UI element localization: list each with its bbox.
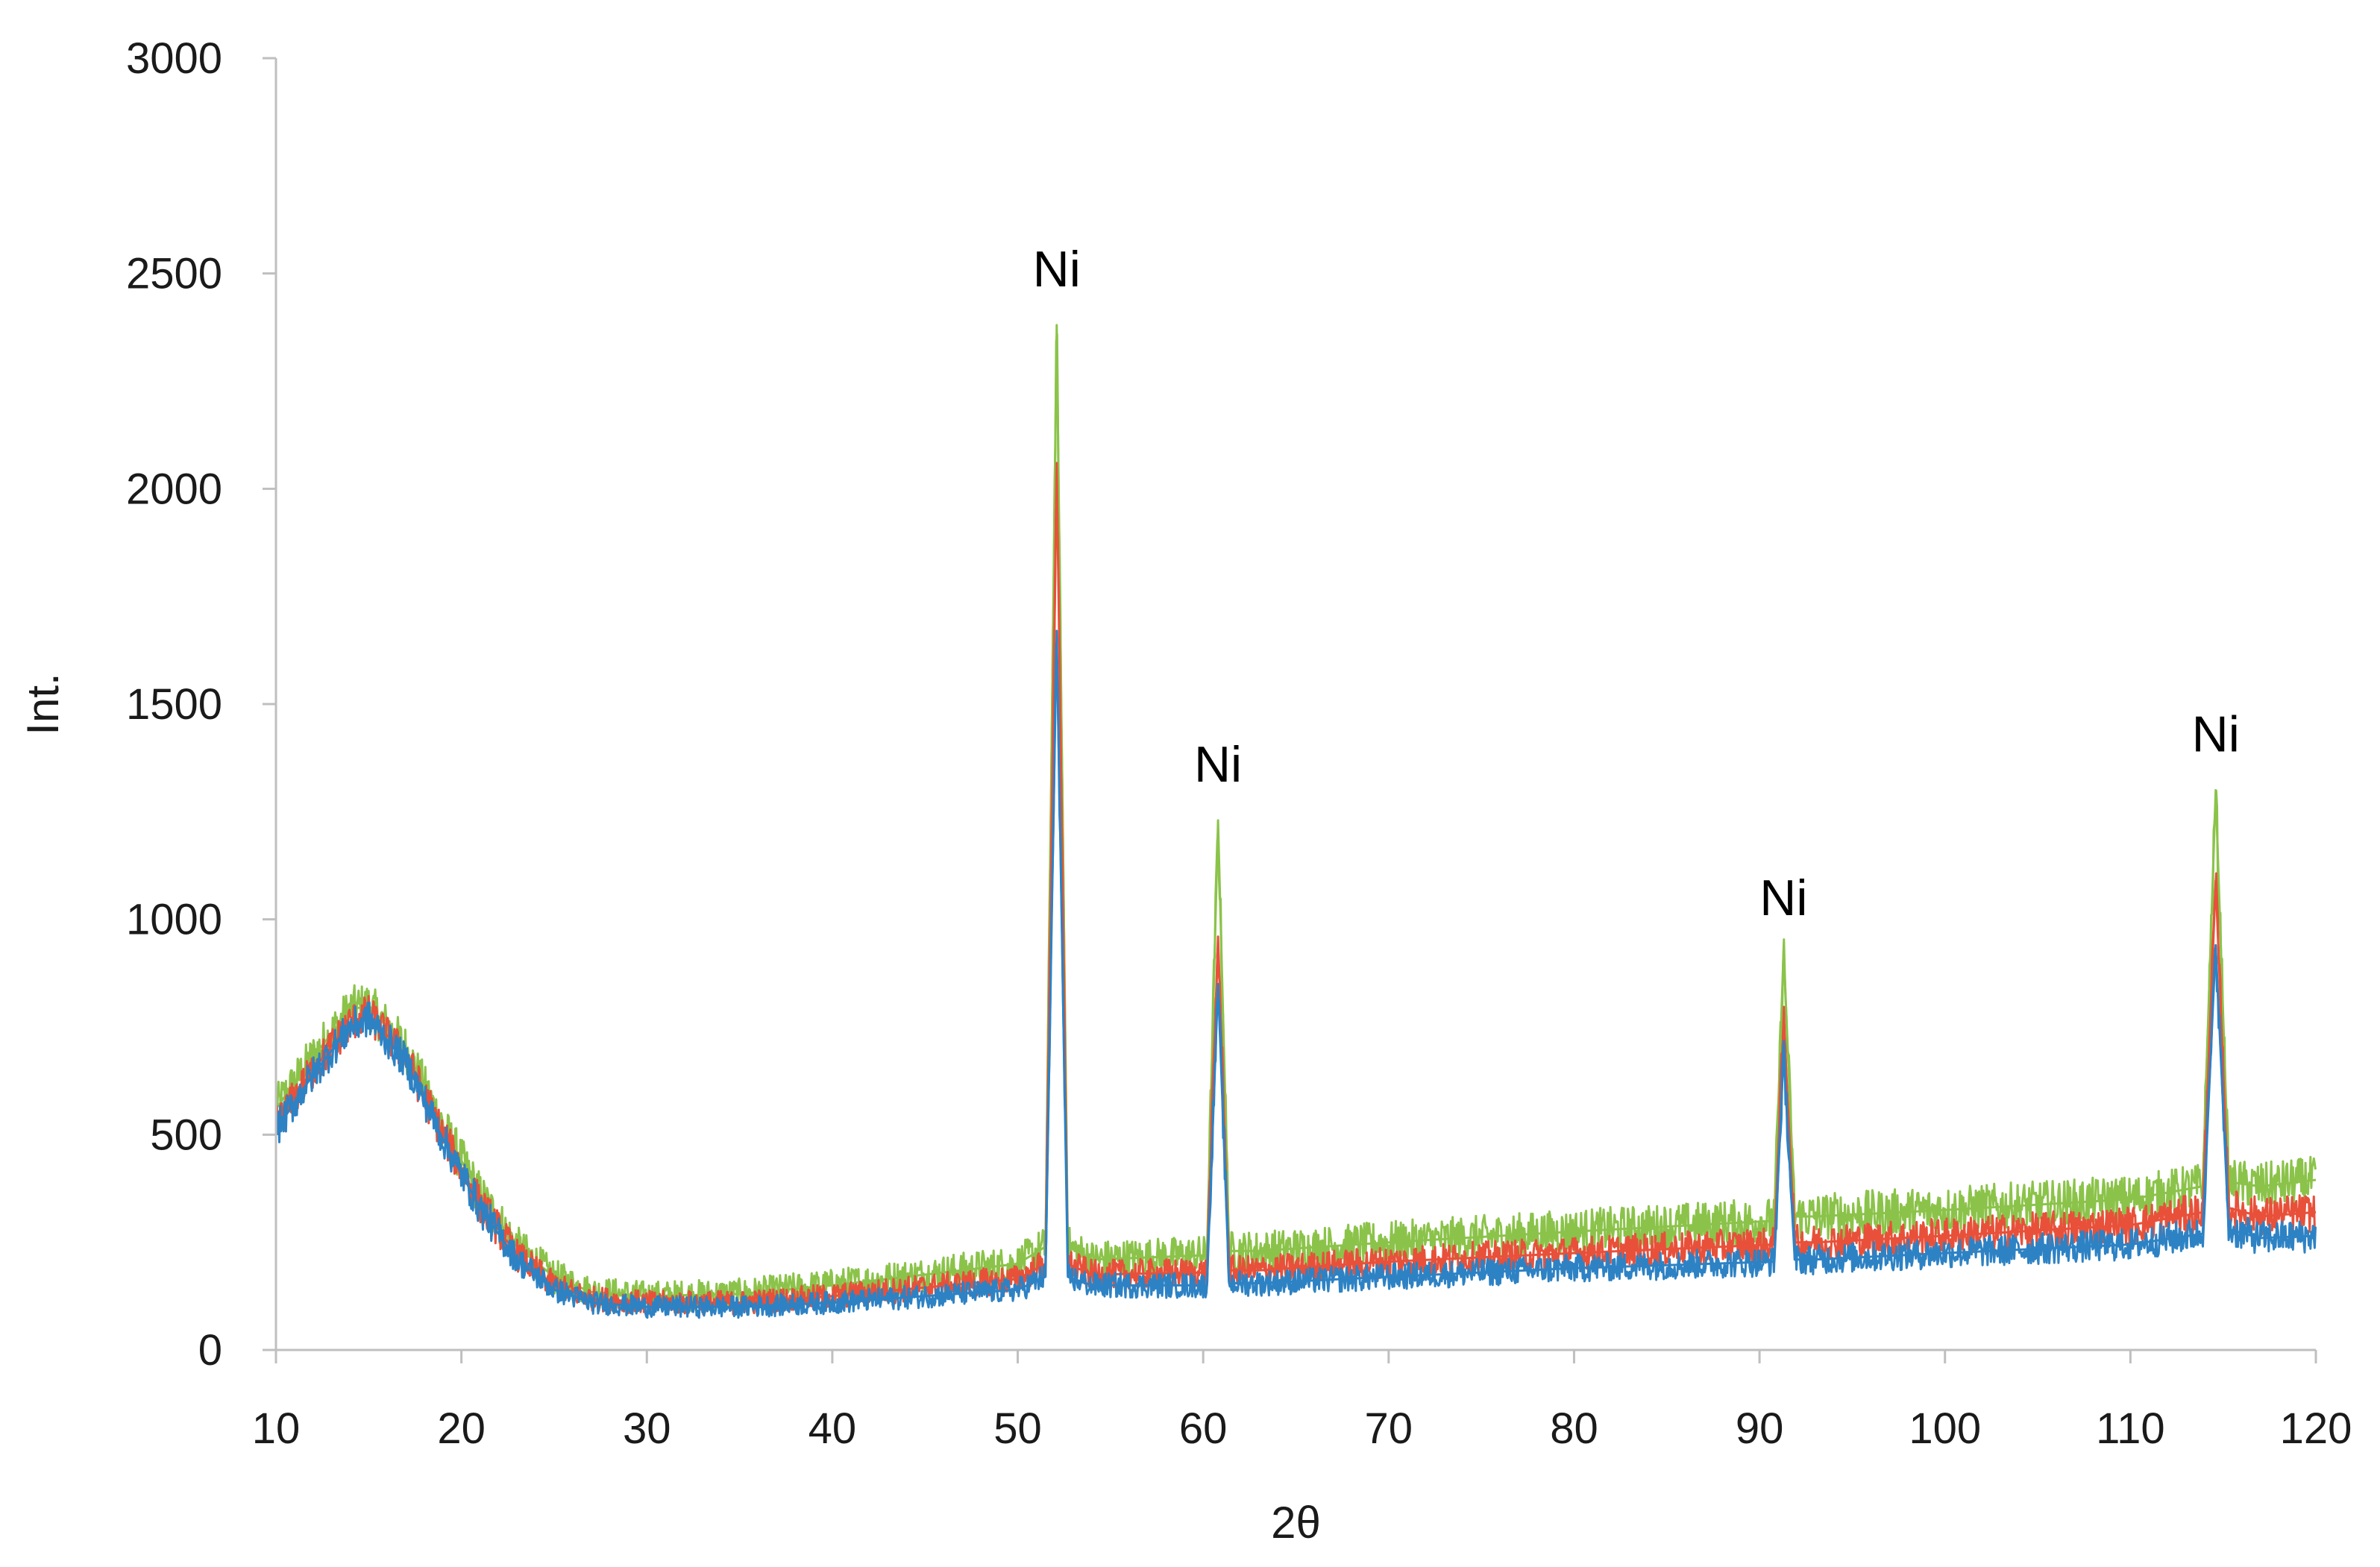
series-line-1 xyxy=(274,333,2317,1313)
peak-label: Ni xyxy=(1194,736,1242,793)
series-envelope-3 xyxy=(274,629,2317,1308)
x-tick-label: 90 xyxy=(1736,1404,1784,1453)
x-tick-label: 40 xyxy=(808,1404,857,1453)
annotations-layer: Ni Ni Ni Ni xyxy=(1033,241,2240,926)
peak-label: Ni xyxy=(1759,870,1807,926)
y-axis-title: Int. xyxy=(18,673,68,735)
series-line-2 xyxy=(274,498,2317,1316)
x-tick-label: 50 xyxy=(993,1404,1042,1453)
x-tick-label: 10 xyxy=(252,1404,301,1453)
x-tick-label: 120 xyxy=(2280,1404,2352,1453)
y-tick-label: 0 xyxy=(198,1326,222,1375)
x-tick-label: 60 xyxy=(1179,1404,1228,1453)
series-layer xyxy=(274,324,2317,1319)
y-tick-label: 500 xyxy=(150,1111,222,1159)
series-line-3 xyxy=(274,643,2317,1319)
series-envelope-1 xyxy=(274,324,2317,1298)
x-tick-label: 110 xyxy=(2096,1404,2164,1453)
peak-label: Ni xyxy=(2192,706,2240,763)
x-axis-title: 2θ xyxy=(1271,1498,1321,1548)
y-tick-label: 1500 xyxy=(126,680,222,729)
x-tick-label: 20 xyxy=(437,1404,486,1453)
x-tick-label: 80 xyxy=(1550,1404,1598,1453)
x-tick-label: 70 xyxy=(1365,1404,1413,1453)
axes-layer xyxy=(274,58,2316,1351)
y-tick-label: 1000 xyxy=(126,896,222,944)
peak-label: Ni xyxy=(1033,241,1081,298)
x-tick-label: 30 xyxy=(623,1404,671,1453)
ticks-layer: 0 500 1000 1500 2000 2500 3000 10 20 30 40 50 60 70 80… xyxy=(126,34,2352,1453)
y-tick-label: 2500 xyxy=(126,250,222,298)
y-tick-label: 2000 xyxy=(126,465,222,513)
series-envelope-2 xyxy=(274,462,2317,1304)
x-tick-label: 100 xyxy=(1909,1404,1981,1453)
y-tick-label: 3000 xyxy=(126,34,222,83)
